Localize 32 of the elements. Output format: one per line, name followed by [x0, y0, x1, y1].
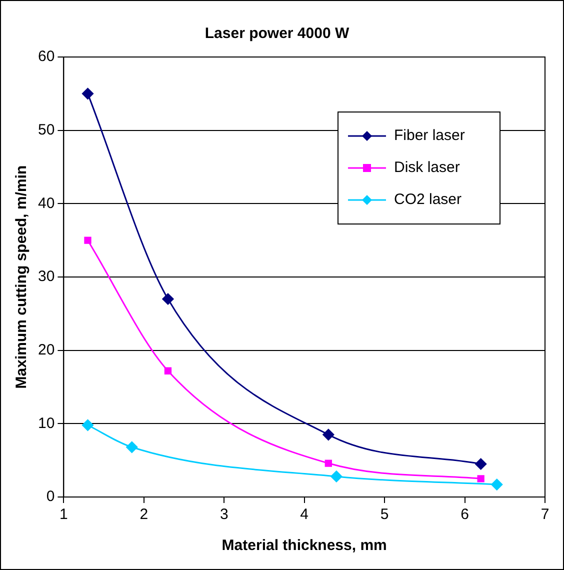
x-tick-label: 3 [220, 506, 228, 524]
x-tick-label: 5 [380, 506, 389, 524]
y-tick-label: 0 [46, 488, 55, 506]
y-tick-label: 50 [38, 121, 55, 138]
y-axis-title: Maximum cutting speed, m/min [13, 165, 30, 389]
point [330, 470, 342, 482]
point [477, 475, 484, 482]
point [126, 441, 138, 453]
point [324, 460, 332, 467]
x-tick-label: 7 [540, 506, 550, 524]
point [82, 88, 94, 100]
y-tick-label: 10 [38, 414, 55, 432]
x-tick-label: 1 [60, 506, 68, 524]
y-tick-label: 20 [38, 341, 55, 358]
point [82, 419, 94, 431]
point [164, 367, 172, 374]
point [475, 458, 487, 470]
x-tick-label: 2 [140, 506, 148, 524]
y-tick-label: 60 [38, 48, 55, 66]
x-tick-label: 6 [460, 506, 469, 524]
y-tick-label: 30 [38, 268, 55, 286]
legend-label: CO2 laser [394, 191, 462, 208]
chart-title: Laser power 4000 W [204, 25, 350, 42]
point [162, 293, 174, 305]
x-axis-title: Material thickness, mm [222, 537, 387, 554]
x-tick-label: 4 [300, 506, 309, 524]
y-tick-label: 40 [38, 194, 55, 212]
point [491, 478, 503, 490]
legend-label: Fiber laser [394, 127, 465, 144]
point [322, 428, 334, 440]
point [84, 236, 92, 244]
legend-label: Disk laser [394, 159, 460, 176]
